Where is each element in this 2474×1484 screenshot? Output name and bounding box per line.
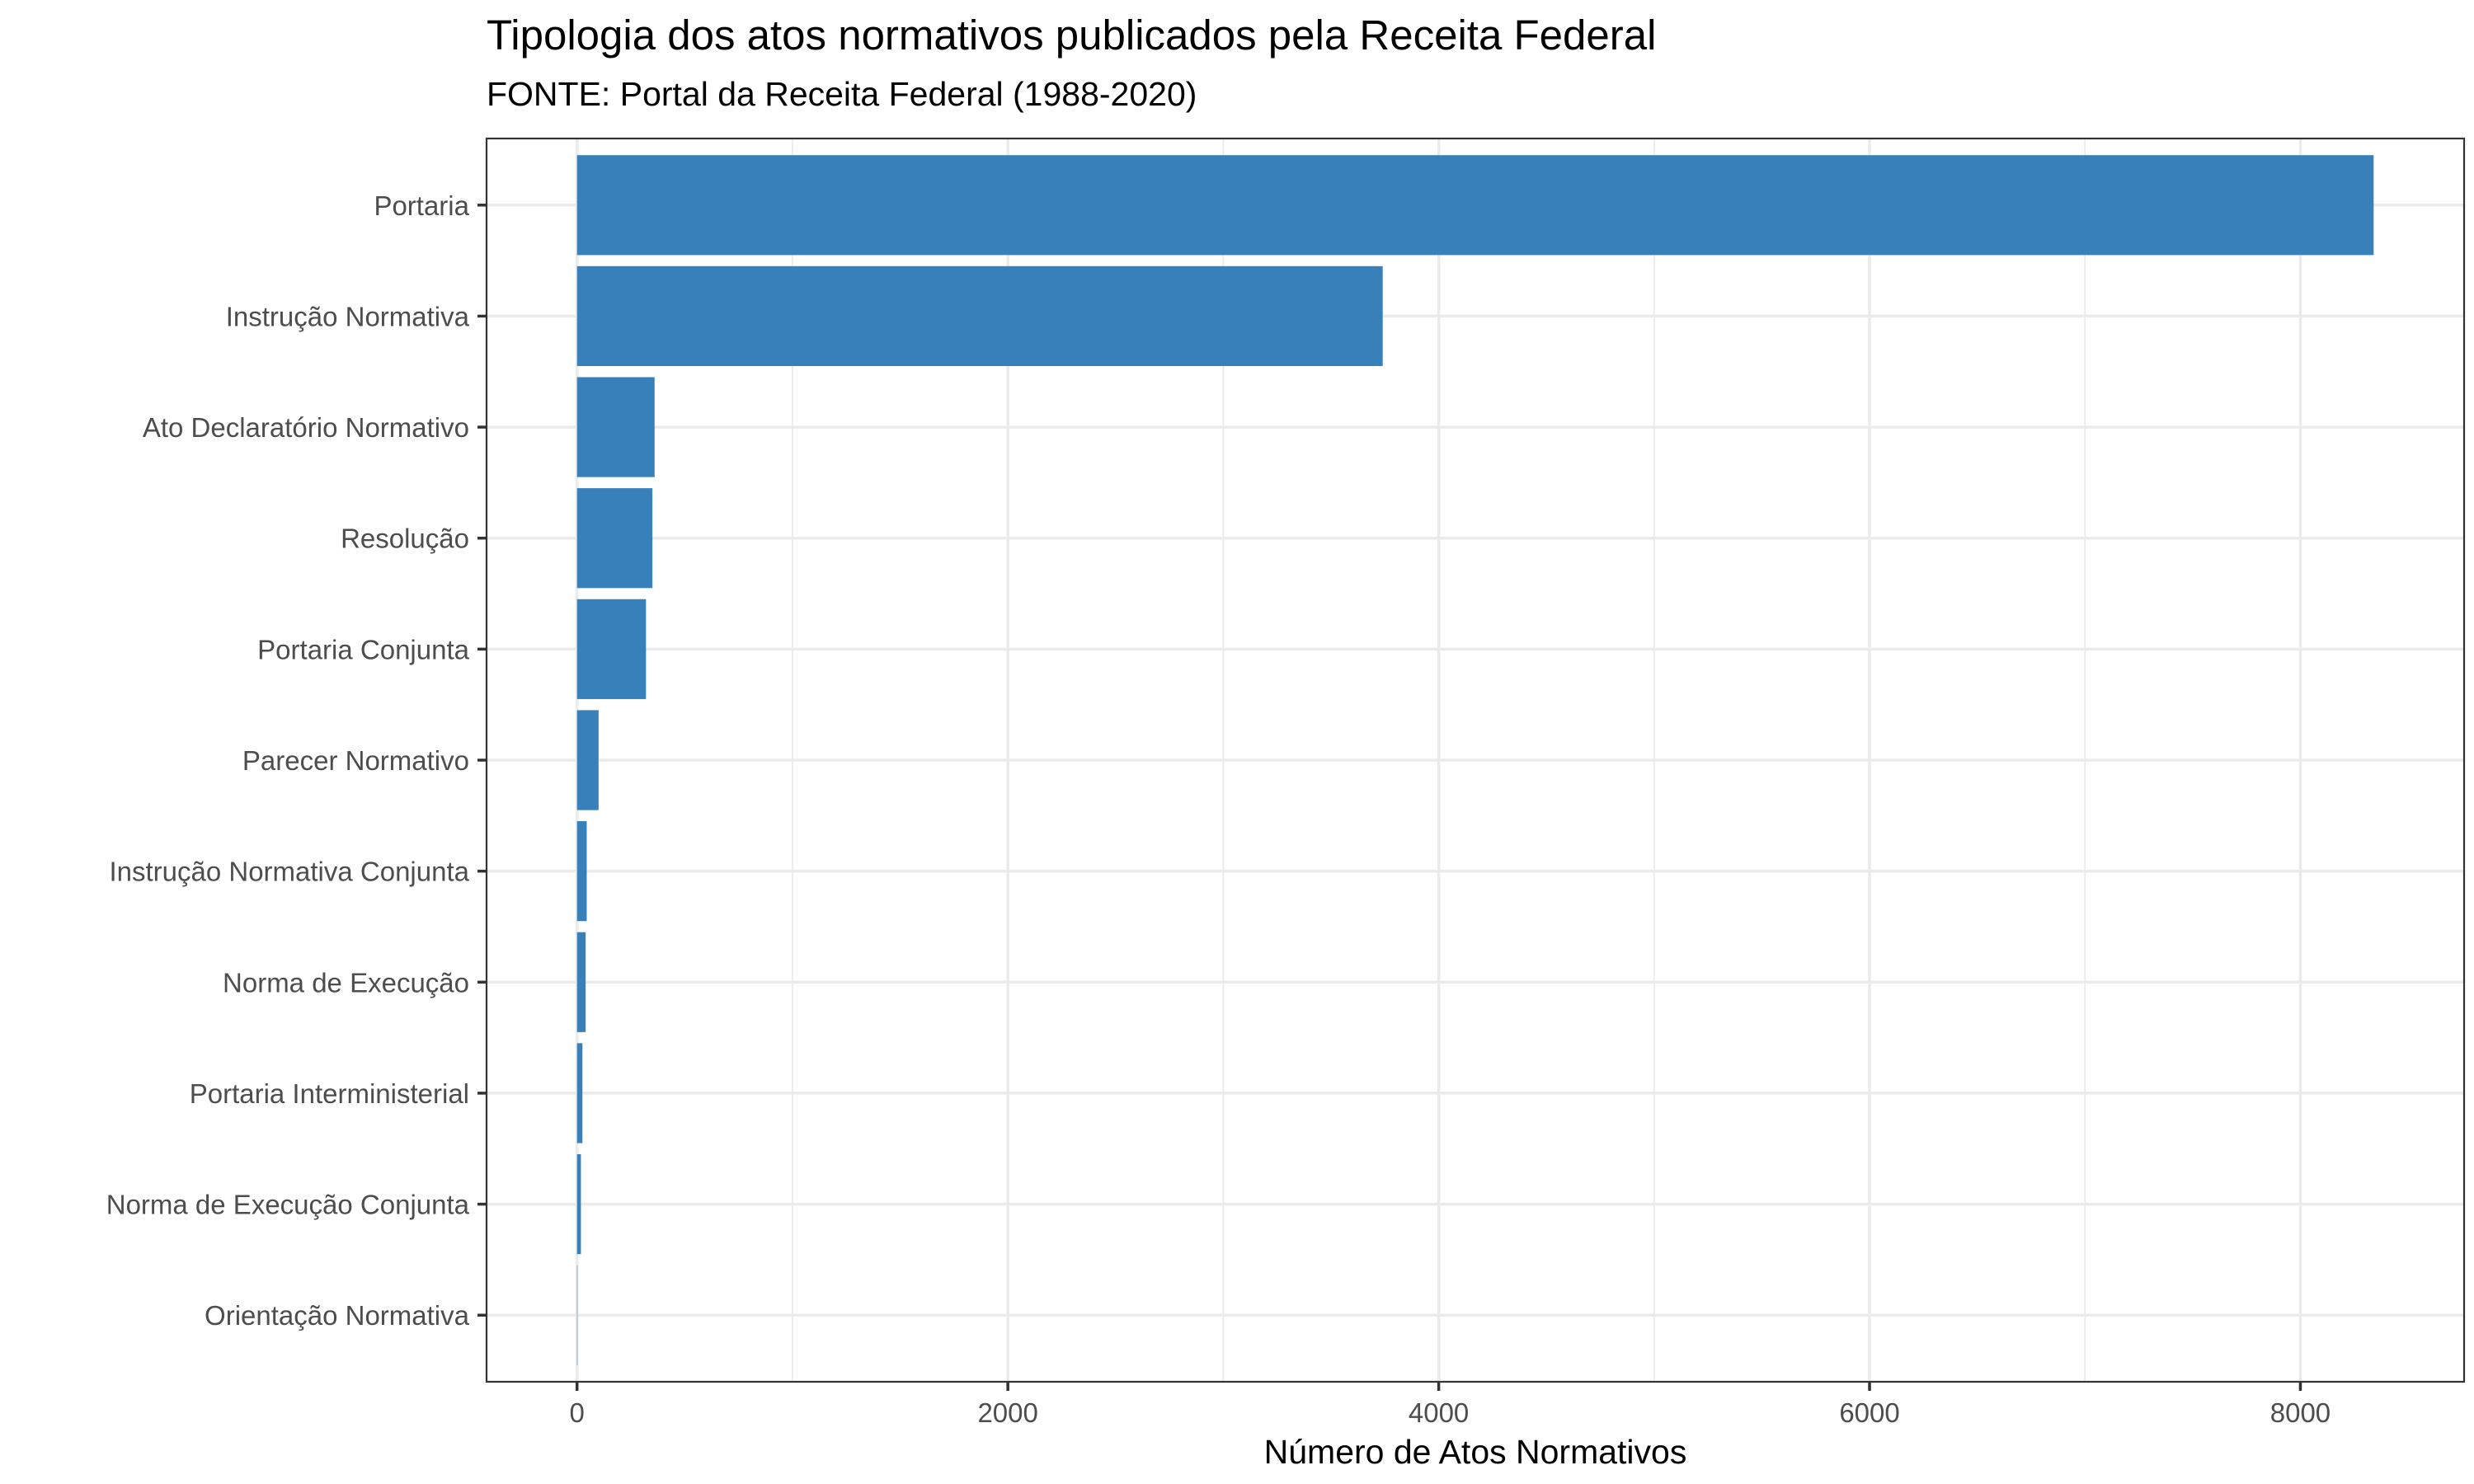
y-tick-label: Instrução Normativa Conjunta [109, 857, 469, 887]
y-tick-label: Orientação Normativa [205, 1300, 470, 1331]
x-axis-title: Número de Atos Normativos [1264, 1433, 1687, 1471]
bar [576, 1153, 581, 1255]
y-tick-label: Parecer Normativo [242, 745, 469, 776]
y-tick-label: Instrução Normativa [226, 301, 470, 331]
x-tick-label: 0 [570, 1397, 585, 1428]
y-tick-label: Portaria [374, 190, 469, 221]
y-tick-label: Portaria Interministerial [190, 1078, 469, 1109]
bar [576, 821, 587, 922]
x-axis: 0 2000 4000 6000 8000 [570, 1382, 2331, 1428]
chart-title: Tipologia dos atos normativos publicados… [487, 12, 1656, 59]
x-tick-label: 8000 [2270, 1397, 2331, 1428]
y-tick-label: Norma de Execução [223, 967, 469, 998]
chart-subtitle: FONTE: Portal da Receita Federal (1988-2… [487, 75, 1197, 113]
bar [576, 488, 653, 589]
x-tick-label: 4000 [1409, 1397, 1469, 1428]
bar [576, 377, 655, 477]
bar [576, 155, 2374, 256]
y-tick-label: Portaria Conjunta [257, 634, 469, 665]
bar [576, 1043, 583, 1144]
x-tick-label: 6000 [1839, 1397, 1899, 1428]
bar [576, 710, 599, 810]
bar [576, 599, 647, 699]
bars [576, 155, 2374, 1365]
y-tick-label: Norma de Execução Conjunta [106, 1190, 470, 1220]
y-tick-label: Ato Declaratório Normativo [143, 412, 469, 443]
bar [576, 932, 586, 1032]
bar [576, 265, 1383, 367]
y-axis: Portaria Instrução Normativa Ato Declarató… [106, 190, 487, 1331]
y-tick-label: Resolução [341, 524, 469, 554]
x-tick-label: 2000 [977, 1397, 1037, 1428]
bar [576, 1265, 578, 1365]
